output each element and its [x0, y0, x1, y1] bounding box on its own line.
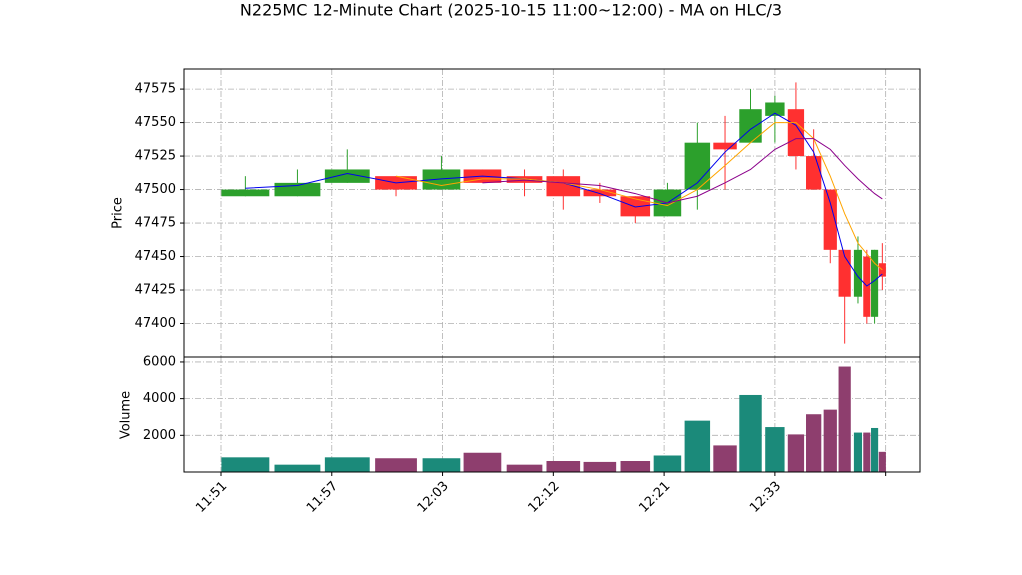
chart-title: N225MC 12-Minute Chart (2025-10-15 11:00… [240, 1, 782, 20]
candle-body [546, 176, 581, 197]
volume-bar [375, 458, 417, 472]
x-tick-label: 12:21 [636, 479, 673, 516]
x-tick-label: 11:57 [304, 479, 341, 516]
volume-bar [463, 452, 502, 472]
volume-bar [838, 366, 851, 472]
candle-body [221, 189, 270, 197]
volume-bar [221, 457, 270, 472]
candle-body [787, 109, 805, 157]
volume-bar [422, 458, 461, 472]
ma-line [245, 112, 883, 287]
volume-bar [713, 445, 737, 472]
volume-bar [787, 434, 805, 472]
volume-bar [583, 461, 617, 472]
volume-tick-label: 4000 [143, 391, 176, 406]
volume-bar [684, 420, 711, 472]
volume-bar [853, 432, 863, 472]
ma-line [395, 122, 883, 271]
candle-body [324, 169, 370, 183]
ma-line [482, 138, 883, 204]
candle-body [583, 189, 617, 197]
volume-bar [324, 457, 370, 472]
y-axis-label: Price [111, 197, 126, 229]
volume-bar [765, 427, 785, 472]
volume-bar [806, 414, 822, 472]
y-tick-label: 47450 [135, 249, 176, 264]
price-frame [183, 68, 921, 358]
volume-tick-label: 2000 [143, 428, 176, 443]
volume-bar [863, 432, 871, 472]
candle-body [863, 256, 871, 317]
x-tick-label: 11:51 [193, 479, 230, 516]
volume-axis-label: Volume [119, 391, 134, 439]
volume-bar [620, 460, 651, 472]
volume-tick-label: 6000 [143, 354, 176, 369]
y-tick-label: 47425 [135, 283, 176, 298]
y-tick-label: 47525 [135, 149, 176, 164]
plot-layer: 47400 47425 47450 47475 47500 47525 47550 47575… [135, 68, 921, 516]
volume-bar [546, 460, 581, 472]
candle-body [506, 176, 543, 183]
volume-bar [878, 451, 886, 472]
candle-body [620, 196, 651, 217]
candle-body [871, 249, 879, 317]
y-tick-label: 47475 [135, 216, 176, 231]
candle-body [853, 249, 863, 297]
candle-body [739, 109, 762, 143]
volume-bar [274, 464, 321, 472]
candle-body [806, 156, 822, 190]
candle-body [823, 189, 837, 250]
candle-body [422, 169, 461, 190]
candle-body [765, 102, 785, 116]
x-tick-label: 12:03 [415, 479, 452, 516]
x-tick-label: 12:12 [526, 479, 563, 516]
volume-bar [823, 409, 837, 472]
y-tick-label: 47500 [135, 182, 176, 197]
y-tick-label: 47400 [135, 316, 176, 331]
volume-bar [506, 464, 543, 472]
x-tick-label: 12:33 [747, 479, 784, 516]
volume-bar [739, 394, 762, 472]
volume-bar [653, 455, 682, 472]
candle-body [713, 142, 737, 150]
volume-frame [183, 356, 921, 473]
volume-bar [871, 427, 879, 472]
y-tick-label: 47550 [135, 115, 176, 130]
candle-body [274, 182, 321, 197]
y-tick-label: 47575 [135, 82, 176, 97]
